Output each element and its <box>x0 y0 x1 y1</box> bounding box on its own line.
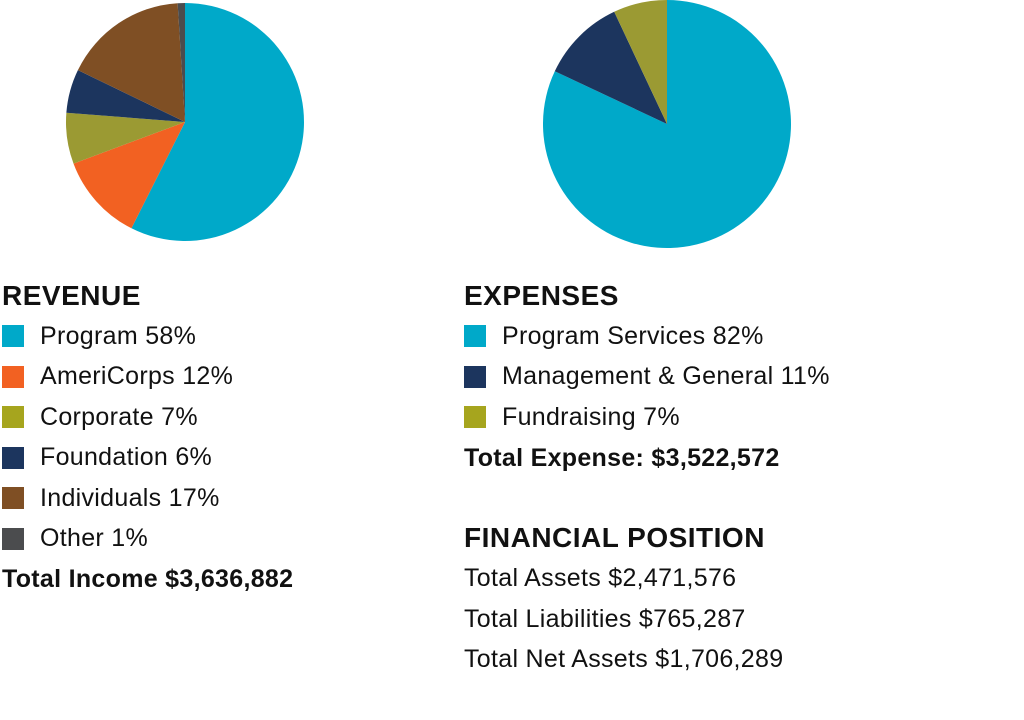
legend-label: Fundraising 7% <box>502 402 680 431</box>
total-net-assets: Total Net Assets $1,706,289 <box>464 645 784 673</box>
legend-item: AmeriCorps 12% <box>2 357 442 398</box>
legend-label: Other 1% <box>40 524 149 553</box>
legend-swatch <box>2 406 24 429</box>
legend-swatch <box>464 365 486 388</box>
expenses-title: EXPENSES <box>464 280 619 311</box>
pie-slice-fundraising <box>614 0 667 124</box>
legend-item: Corporate 7% <box>2 397 442 438</box>
pie-slice-americorps <box>73 122 185 229</box>
pie-slice-individuals <box>77 3 185 122</box>
legend-label: AmeriCorps 12% <box>40 362 234 391</box>
legend-label: Corporate 7% <box>40 402 198 431</box>
expenses-legend: Program Services 82% Management & General… <box>464 316 1004 438</box>
legend-item: Other 1% <box>2 519 442 560</box>
revenue-title: REVENUE <box>2 280 141 311</box>
expenses-legend-panel: EXPENSES Program Services 82% Management … <box>464 276 1004 478</box>
legend-label: Foundation 6% <box>40 443 213 472</box>
total-assets: Total Assets $2,471,576 <box>464 564 737 592</box>
revenue-legend: Program 58% AmeriCorps 12% Corporate 7% Fou… <box>2 316 442 559</box>
pie-slice-foundation <box>66 70 185 122</box>
legend-label: Management & General 11% <box>502 362 830 391</box>
total-income: Total Income $3,636,882 <box>2 565 294 593</box>
financial-position-panel: FINANCIAL POSITION Total Assets $2,471,5… <box>464 518 1004 680</box>
pie-slice-management-general <box>554 11 667 125</box>
legend-swatch <box>464 325 486 348</box>
legend-item: Individuals 17% <box>2 478 442 519</box>
revenue-legend-panel: REVENUE Program 58% AmeriCorps 12% Corpora… <box>2 276 442 599</box>
legend-label: Program Services 82% <box>502 321 764 350</box>
legend-label: Individuals 17% <box>40 483 220 512</box>
legend-swatch <box>2 325 24 348</box>
legend-swatch <box>464 406 486 429</box>
financial-position-title: FINANCIAL POSITION <box>464 522 765 553</box>
pie-slice-program-services <box>543 0 791 248</box>
pie-slice-corporate <box>66 112 185 164</box>
pie-slice-program <box>131 3 304 241</box>
legend-item: Management & General 11% <box>464 357 1004 398</box>
revenue-pie-chart <box>66 3 304 241</box>
pie-slice-other <box>177 3 185 122</box>
total-liabilities: Total Liabilities $765,287 <box>464 604 746 633</box>
legend-label: Program 58% <box>40 321 197 350</box>
legend-swatch <box>2 527 24 550</box>
total-expense: Total Expense: $3,522,572 <box>464 443 780 472</box>
legend-item: Program 58% <box>2 316 442 357</box>
legend-item: Foundation 6% <box>2 438 442 479</box>
legend-item: Fundraising 7% <box>464 397 1004 438</box>
expenses-pie-chart <box>543 0 791 248</box>
legend-swatch <box>2 365 24 388</box>
legend-swatch <box>2 487 24 510</box>
legend-swatch <box>2 446 24 469</box>
legend-item: Program Services 82% <box>464 316 1004 357</box>
